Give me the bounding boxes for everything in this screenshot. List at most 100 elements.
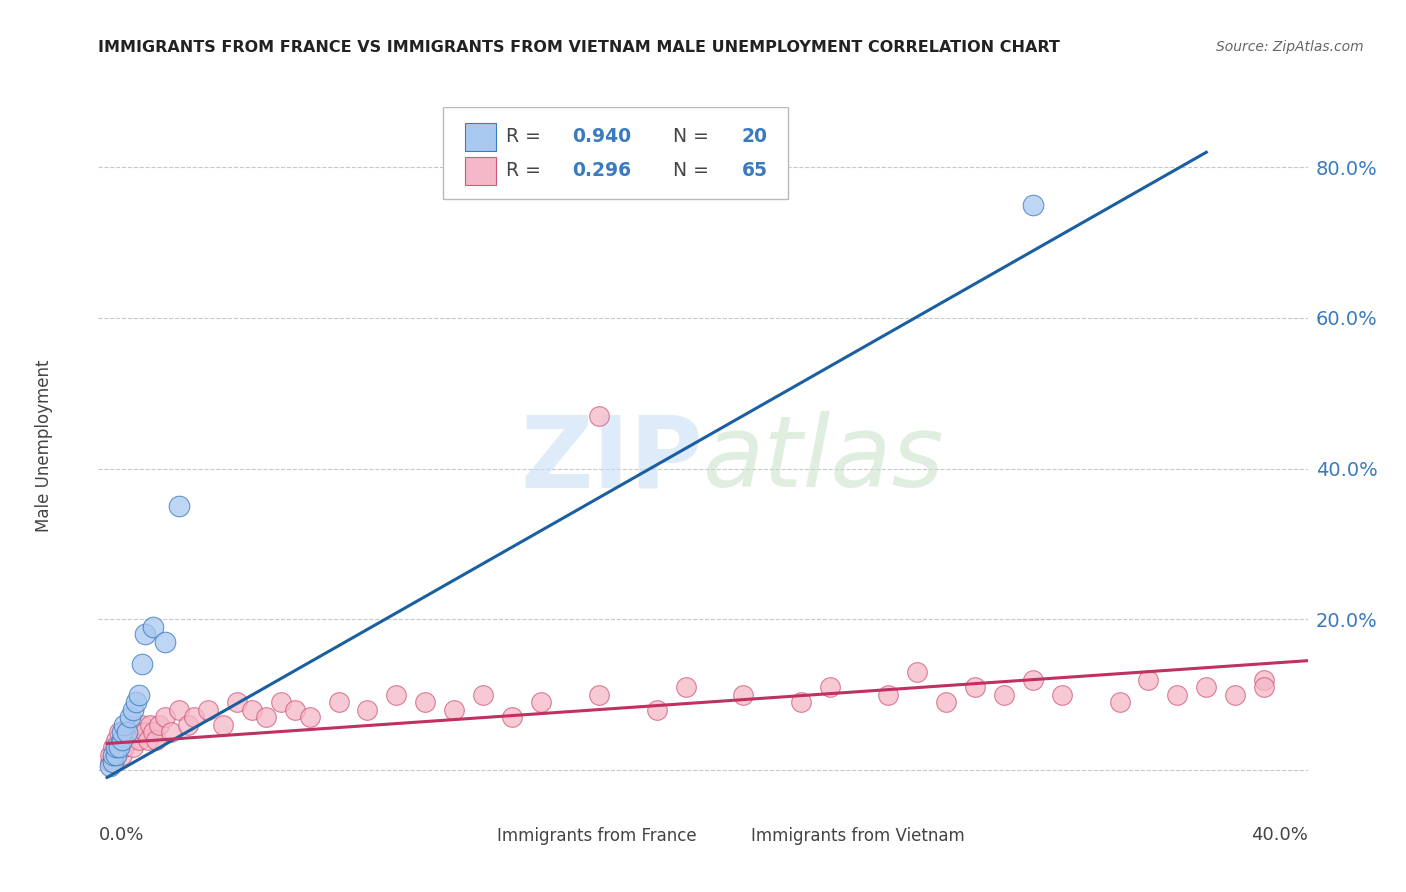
Text: Immigrants from France: Immigrants from France <box>498 827 697 845</box>
Point <box>733 688 755 702</box>
Point <box>125 725 148 739</box>
Point <box>790 695 813 709</box>
Point <box>153 710 176 724</box>
Point <box>1253 680 1275 694</box>
Point <box>131 657 153 672</box>
Point <box>443 703 465 717</box>
FancyBboxPatch shape <box>700 817 735 847</box>
Point <box>142 620 165 634</box>
Point <box>1166 688 1188 702</box>
Point <box>935 695 957 709</box>
Point <box>98 756 121 770</box>
Point <box>142 725 165 739</box>
Point <box>107 740 129 755</box>
Point <box>110 747 132 762</box>
Point <box>101 740 124 755</box>
Point <box>588 409 610 423</box>
FancyBboxPatch shape <box>465 156 496 185</box>
Point <box>1137 673 1160 687</box>
Point <box>588 688 610 702</box>
Point <box>120 732 142 747</box>
Point <box>820 680 842 694</box>
Point <box>117 725 139 739</box>
Text: Source: ZipAtlas.com: Source: ZipAtlas.com <box>1216 40 1364 54</box>
Point <box>1022 198 1045 212</box>
Point <box>128 688 150 702</box>
Point <box>110 732 132 747</box>
Point <box>177 717 200 731</box>
Point <box>963 680 986 694</box>
Point <box>101 756 124 770</box>
Point <box>110 725 132 739</box>
Text: N =: N = <box>661 128 714 146</box>
Point <box>169 500 191 514</box>
Point <box>104 747 127 762</box>
Point <box>413 695 436 709</box>
FancyBboxPatch shape <box>447 817 482 847</box>
Text: R =: R = <box>506 128 547 146</box>
Point <box>145 732 167 747</box>
Point <box>254 710 277 724</box>
Point <box>107 740 129 755</box>
Point <box>905 665 928 679</box>
Point <box>385 688 408 702</box>
Text: 20: 20 <box>742 128 768 146</box>
Point <box>1050 688 1073 702</box>
Point <box>1253 673 1275 687</box>
Point <box>104 732 127 747</box>
Point <box>128 732 150 747</box>
Point <box>284 703 307 717</box>
Point <box>159 725 181 739</box>
Point <box>211 717 233 731</box>
Point <box>131 717 153 731</box>
Text: atlas: atlas <box>703 411 945 508</box>
Point <box>139 717 162 731</box>
Point <box>122 740 145 755</box>
Text: 65: 65 <box>742 161 768 180</box>
Point <box>1195 680 1218 694</box>
Point <box>98 759 121 773</box>
Point <box>240 703 263 717</box>
Text: R =: R = <box>506 161 547 180</box>
Text: 0.296: 0.296 <box>572 161 631 180</box>
Point <box>993 688 1015 702</box>
Point <box>122 703 145 717</box>
Point <box>298 710 321 724</box>
Point <box>104 740 127 755</box>
Point <box>645 703 668 717</box>
Text: N =: N = <box>661 161 714 180</box>
Text: 0.940: 0.940 <box>572 128 631 146</box>
Point <box>472 688 495 702</box>
Text: 0.0%: 0.0% <box>98 826 143 844</box>
Point <box>136 732 159 747</box>
Point <box>877 688 900 702</box>
FancyBboxPatch shape <box>443 107 787 199</box>
Point <box>107 725 129 739</box>
Text: 40.0%: 40.0% <box>1251 826 1308 844</box>
Point <box>114 740 136 755</box>
Point <box>1022 673 1045 687</box>
Point <box>110 732 132 747</box>
Point <box>114 717 136 731</box>
Point <box>183 710 205 724</box>
Point <box>356 703 378 717</box>
Point <box>101 747 124 762</box>
Text: Immigrants from Vietnam: Immigrants from Vietnam <box>751 827 965 845</box>
Text: ZIP: ZIP <box>520 411 703 508</box>
FancyBboxPatch shape <box>465 122 496 151</box>
Text: IMMIGRANTS FROM FRANCE VS IMMIGRANTS FROM VIETNAM MALE UNEMPLOYMENT CORRELATION : IMMIGRANTS FROM FRANCE VS IMMIGRANTS FRO… <box>98 40 1060 55</box>
Point <box>134 725 156 739</box>
Point <box>328 695 350 709</box>
Point <box>125 695 148 709</box>
Point <box>226 695 249 709</box>
Text: Male Unemployment: Male Unemployment <box>35 359 53 533</box>
Point <box>134 627 156 641</box>
Point <box>101 756 124 770</box>
Point <box>530 695 553 709</box>
Point <box>153 635 176 649</box>
Point <box>270 695 292 709</box>
Point <box>104 747 127 762</box>
Point <box>120 710 142 724</box>
Point <box>501 710 523 724</box>
Point <box>1108 695 1130 709</box>
